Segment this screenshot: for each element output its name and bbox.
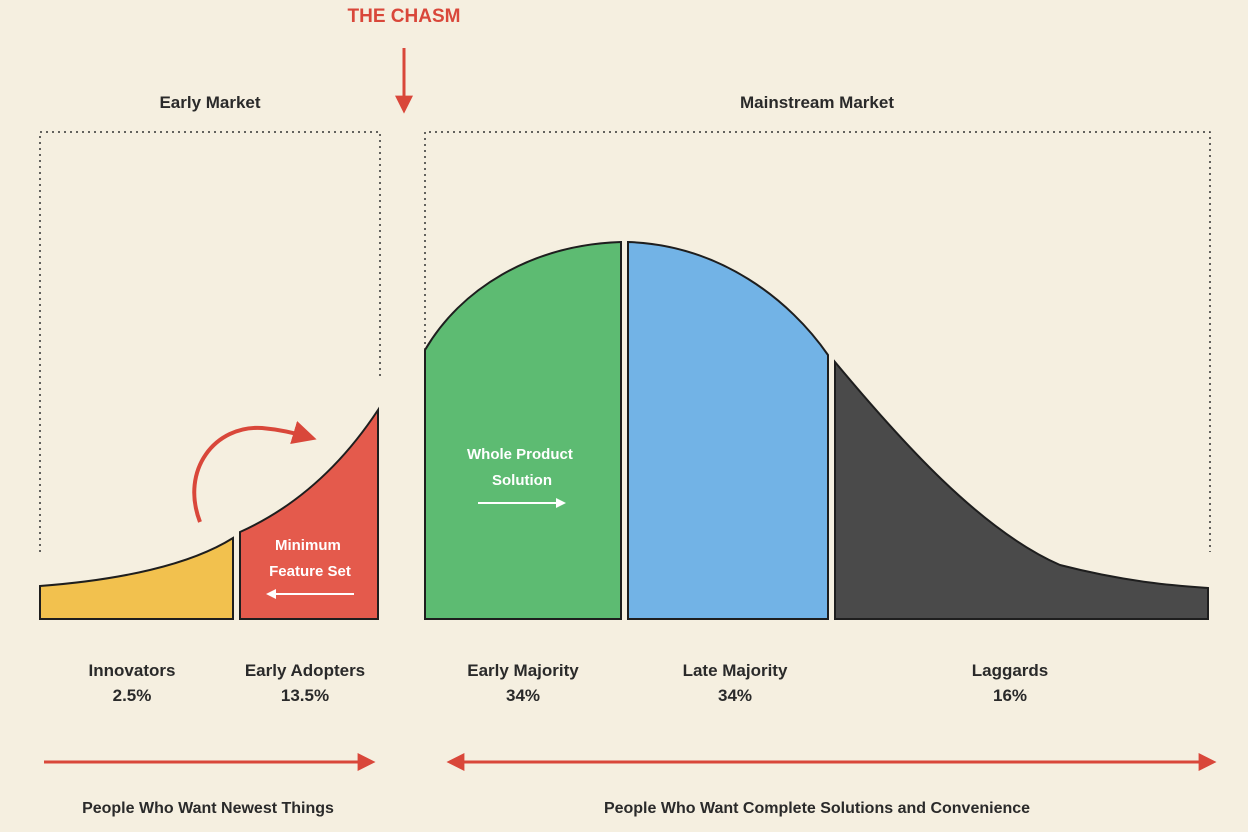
label-innovators: Innovators [89, 661, 176, 680]
caption-newest-things: People Who Want Newest Things [82, 800, 334, 817]
chasm-title: THE CHASM [348, 6, 461, 27]
segment-early-majority [424, 240, 622, 620]
label-late-majority: Late Majority [683, 661, 788, 680]
jump-arrow-icon [192, 420, 317, 523]
whole-product-solution-line1: Whole Product [467, 446, 573, 463]
mainstream-market-bracket [424, 131, 1211, 552]
whole-product-solution-line2: Solution [492, 472, 552, 489]
early-market-label: Early Market [159, 93, 260, 112]
minimum-feature-set-line2: Feature Set [269, 563, 351, 580]
segment-early-adopters [239, 406, 379, 620]
svg-text:Whole Product Solution: Whole Product Solution [467, 446, 577, 489]
label-early-adopters: Early Adopters [245, 661, 365, 680]
percent-late-majority: 34% [718, 686, 752, 705]
early-market-bracket [39, 131, 381, 552]
percent-early-majority: 34% [506, 686, 540, 705]
mainstream-market-label: Mainstream Market [740, 93, 894, 112]
label-early-majority: Early Majority [467, 661, 579, 680]
segment-laggards [834, 359, 1209, 620]
label-laggards: Laggards [972, 661, 1049, 680]
percent-innovators: 2.5% [113, 686, 152, 705]
minimum-feature-set-line1: Minimum [275, 537, 341, 554]
percent-early-adopters: 13.5% [281, 686, 329, 705]
segment-late-majority [627, 240, 829, 620]
segment-innovators [39, 536, 234, 620]
percent-laggards: 16% [993, 686, 1027, 705]
caption-complete-solutions: People Who Want Complete Solutions and C… [604, 800, 1030, 817]
svg-text:Minimum Feature Set: Minimum Feature Set [269, 537, 351, 580]
